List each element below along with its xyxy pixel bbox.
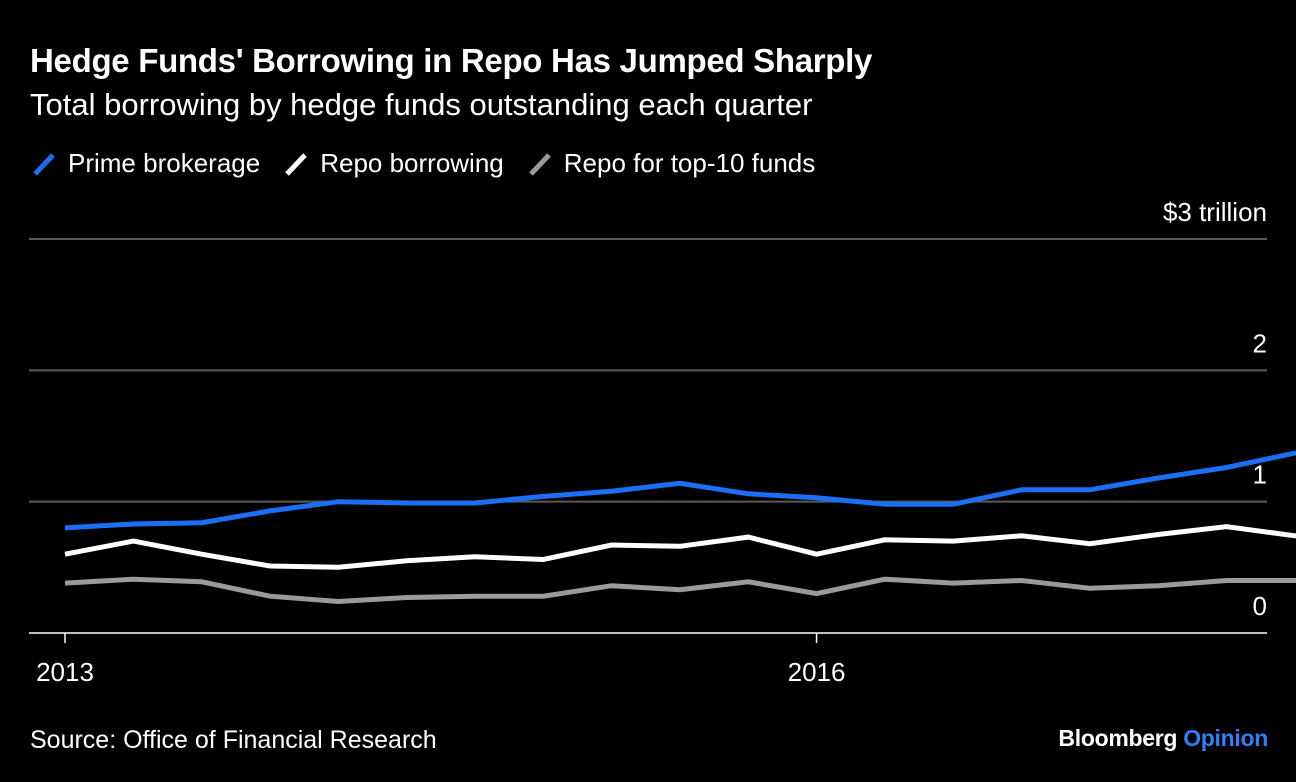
legend-swatch-prime-line — [33, 152, 55, 176]
series-line-repo-top10 — [64, 576, 1296, 605]
legend-item-repo: Repo borrowing — [282, 148, 504, 179]
legend-swatch-prime — [33, 152, 55, 176]
y-tick-label-2: 2 — [1253, 328, 1267, 358]
series-line-prime-brokerage — [64, 450, 1296, 531]
legend-item-prime: Prime brokerage — [30, 148, 260, 179]
brand-main: Bloomberg — [1058, 725, 1178, 751]
legend-swatch-repo-line — [285, 152, 308, 176]
legend-label-top10: Repo for top-10 funds — [563, 148, 816, 178]
legend-label-prime: Prime brokerage — [68, 148, 261, 178]
source-note: Source: Office of Financial Research — [30, 726, 437, 754]
series-line-repo-borrowing — [64, 524, 1296, 570]
brand-sub: Opinion — [1183, 725, 1268, 751]
chart-legend: Prime brokerage Repo borrowing Repo for … — [30, 148, 837, 179]
y-tick-label-3: $3 trillion — [1163, 197, 1267, 227]
x-tick-label-1: 2016 — [788, 657, 846, 687]
y-tick-label-1: 1 — [1253, 460, 1267, 490]
chart-title: Hedge Funds' Borrowing in Repo Has Jumpe… — [30, 42, 873, 79]
chart-subtitle: Total borrowing by hedge funds outstandi… — [30, 87, 813, 122]
x-tick-label-0: 2013 — [36, 657, 94, 687]
legend-swatch-top10-line — [528, 152, 551, 176]
legend-swatch-repo — [285, 152, 308, 176]
legend-swatch-top10 — [528, 152, 551, 176]
y-tick-label-0: 0 — [1253, 591, 1267, 621]
bloomberg-opinion-logo: Bloomberg Opinion — [1058, 725, 1268, 752]
legend-item-top10: Repo for top-10 funds — [526, 148, 816, 179]
legend-label-repo: Repo borrowing — [320, 148, 504, 178]
